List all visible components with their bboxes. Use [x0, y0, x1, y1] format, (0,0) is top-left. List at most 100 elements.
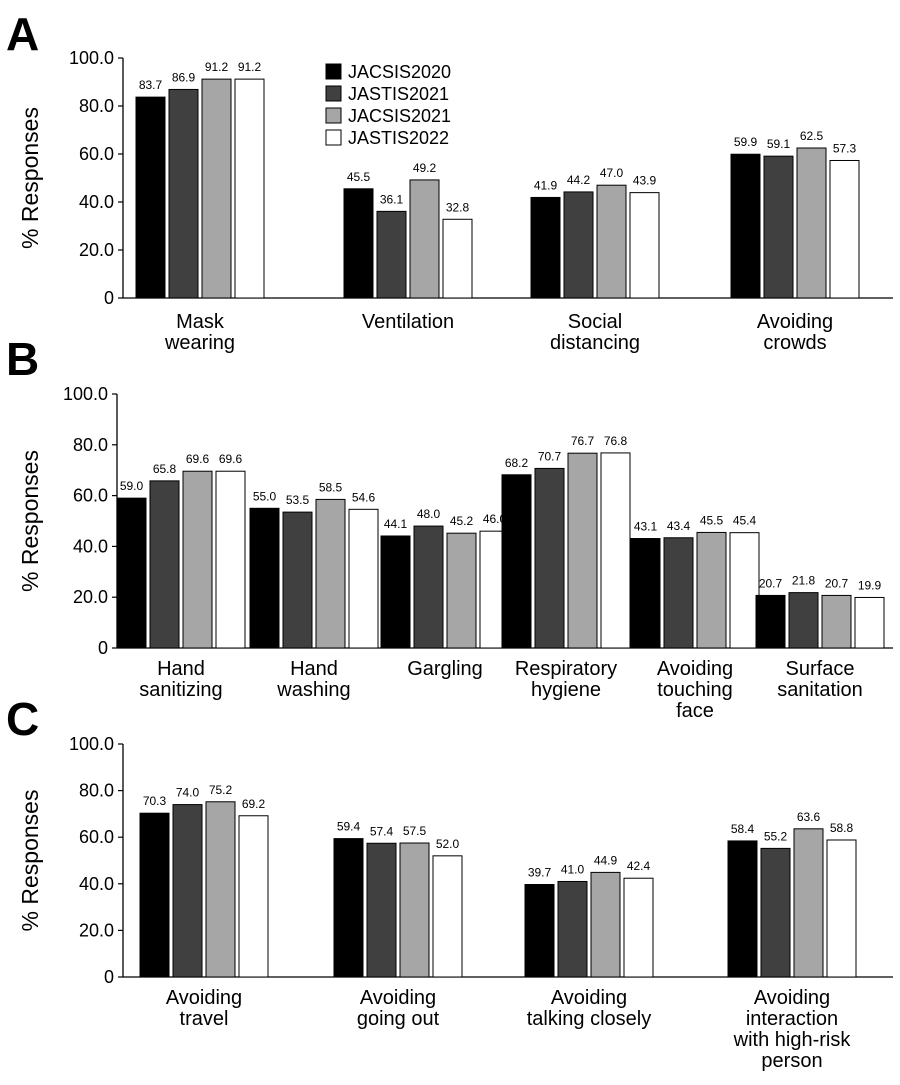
bar	[116, 497, 147, 649]
bar	[600, 452, 631, 649]
data-label: 43.9	[633, 174, 657, 188]
bar	[376, 210, 407, 299]
bar	[629, 192, 660, 299]
data-label: 91.2	[238, 60, 262, 74]
x-category-line: Avoiding	[551, 987, 627, 1009]
y-tick-label: 40.0	[79, 192, 114, 212]
bar	[149, 480, 180, 649]
data-label: 45.5	[700, 513, 724, 527]
y-tick-label: 20.0	[79, 920, 114, 940]
y-axis-label: % Responses	[17, 790, 43, 932]
data-label: 74.0	[176, 786, 200, 800]
data-label: 42.4	[627, 859, 651, 873]
bar	[763, 155, 794, 299]
legend-entry: JACSIS2020	[348, 62, 451, 82]
x-category-label: Avoiding travel	[166, 987, 242, 1030]
x-category-line: sanitation	[777, 679, 863, 701]
data-label: 59.4	[337, 820, 361, 834]
data-label: 21.8	[792, 574, 816, 588]
data-label: 47.0	[600, 166, 624, 180]
x-category-line: interaction	[746, 1008, 838, 1030]
data-label: 70.7	[538, 449, 562, 463]
bar	[343, 188, 374, 299]
x-category-line: crowds	[763, 332, 826, 354]
data-label: 59.9	[734, 135, 758, 149]
bar	[796, 147, 827, 299]
x-category-label: Hand washing	[276, 658, 350, 701]
data-label: 54.6	[352, 490, 376, 504]
x-category-line: wearing	[164, 332, 235, 354]
x-category-line: Respiratory	[515, 658, 617, 680]
data-label: 41.0	[561, 862, 585, 876]
data-label: 45.2	[450, 514, 474, 528]
data-label: 20.7	[759, 576, 783, 590]
bar	[139, 812, 170, 978]
bar	[333, 838, 364, 978]
bar	[696, 531, 727, 649]
y-tick-label: 60.0	[73, 486, 108, 506]
data-label: 62.5	[800, 129, 824, 143]
x-category-line: Surface	[786, 658, 855, 680]
y-axis-label: % Responses	[17, 450, 43, 592]
y-tick-label: 40.0	[79, 874, 114, 894]
bar	[788, 592, 819, 649]
legend-swatch	[325, 85, 342, 102]
bar	[501, 474, 532, 649]
bar	[829, 159, 860, 299]
bar	[826, 839, 857, 978]
x-category-label: Surface sanitation	[777, 658, 863, 701]
bar	[399, 842, 430, 978]
data-label: 76.7	[571, 434, 595, 448]
panel-b: B % Responses 0 20.0 40.0 60.0 80.0 100.0 59.0 65…	[6, 333, 893, 722]
x-category-line: touching	[657, 679, 733, 701]
bar	[534, 467, 565, 649]
bar	[205, 801, 236, 978]
x-category-line: Hand	[290, 658, 338, 680]
data-label: 69.6	[219, 452, 243, 466]
legend-swatch	[325, 63, 342, 80]
x-category-label: Avoiding interaction with high-risk person	[733, 987, 852, 1072]
bar	[596, 184, 627, 299]
x-category-line: person	[761, 1050, 822, 1072]
bar	[524, 883, 555, 978]
data-label: 75.2	[209, 783, 233, 797]
bar	[663, 537, 694, 649]
data-label: 58.4	[731, 822, 755, 836]
bar	[234, 78, 265, 299]
data-label: 58.8	[830, 821, 854, 835]
bar	[854, 596, 885, 649]
bar	[201, 78, 232, 299]
data-label: 45.5	[347, 170, 371, 184]
y-tick-label: 100.0	[63, 384, 108, 404]
bar	[727, 840, 758, 978]
bar	[793, 828, 824, 978]
bar	[315, 498, 346, 649]
x-category-label: Hand sanitizing	[139, 658, 222, 701]
bar	[623, 877, 654, 978]
y-tick-label: 40.0	[73, 536, 108, 556]
x-category-line: Avoiding	[757, 311, 833, 333]
x-category-line: Hand	[157, 658, 205, 680]
data-label: 52.0	[436, 837, 460, 851]
data-label: 55.0	[253, 489, 277, 503]
data-label: 58.5	[319, 480, 343, 494]
y-axis-label: % Responses	[17, 107, 43, 249]
data-label: 36.1	[380, 192, 404, 206]
x-category-line: talking closely	[527, 1008, 652, 1030]
data-label: 69.6	[186, 452, 210, 466]
x-category-line: washing	[276, 679, 350, 701]
bar	[182, 470, 213, 649]
data-label: 83.7	[139, 78, 163, 92]
data-label: 57.4	[370, 824, 394, 838]
bar	[215, 470, 246, 649]
data-label: 32.8	[446, 200, 470, 214]
data-label: 68.2	[505, 456, 529, 470]
x-category-line: with high-risk	[733, 1029, 852, 1051]
bar	[172, 804, 203, 978]
data-label: 57.3	[833, 141, 857, 155]
data-label: 48.0	[417, 507, 441, 521]
bar	[630, 538, 661, 649]
data-label: 43.1	[634, 520, 658, 534]
y-tick-label: 100.0	[69, 734, 114, 754]
